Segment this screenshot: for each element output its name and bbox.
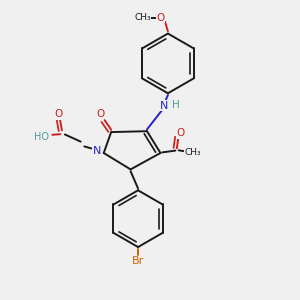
Text: CH₃: CH₃ <box>134 13 151 22</box>
Text: CH₃: CH₃ <box>184 148 201 157</box>
Text: N: N <box>93 146 101 157</box>
Text: N: N <box>160 101 168 111</box>
Text: HO: HO <box>34 132 49 142</box>
Text: O: O <box>54 109 62 119</box>
Text: H: H <box>172 100 180 110</box>
Text: O: O <box>96 109 104 118</box>
Text: O: O <box>156 13 165 23</box>
Text: O: O <box>177 128 185 138</box>
Text: Br: Br <box>132 256 144 266</box>
